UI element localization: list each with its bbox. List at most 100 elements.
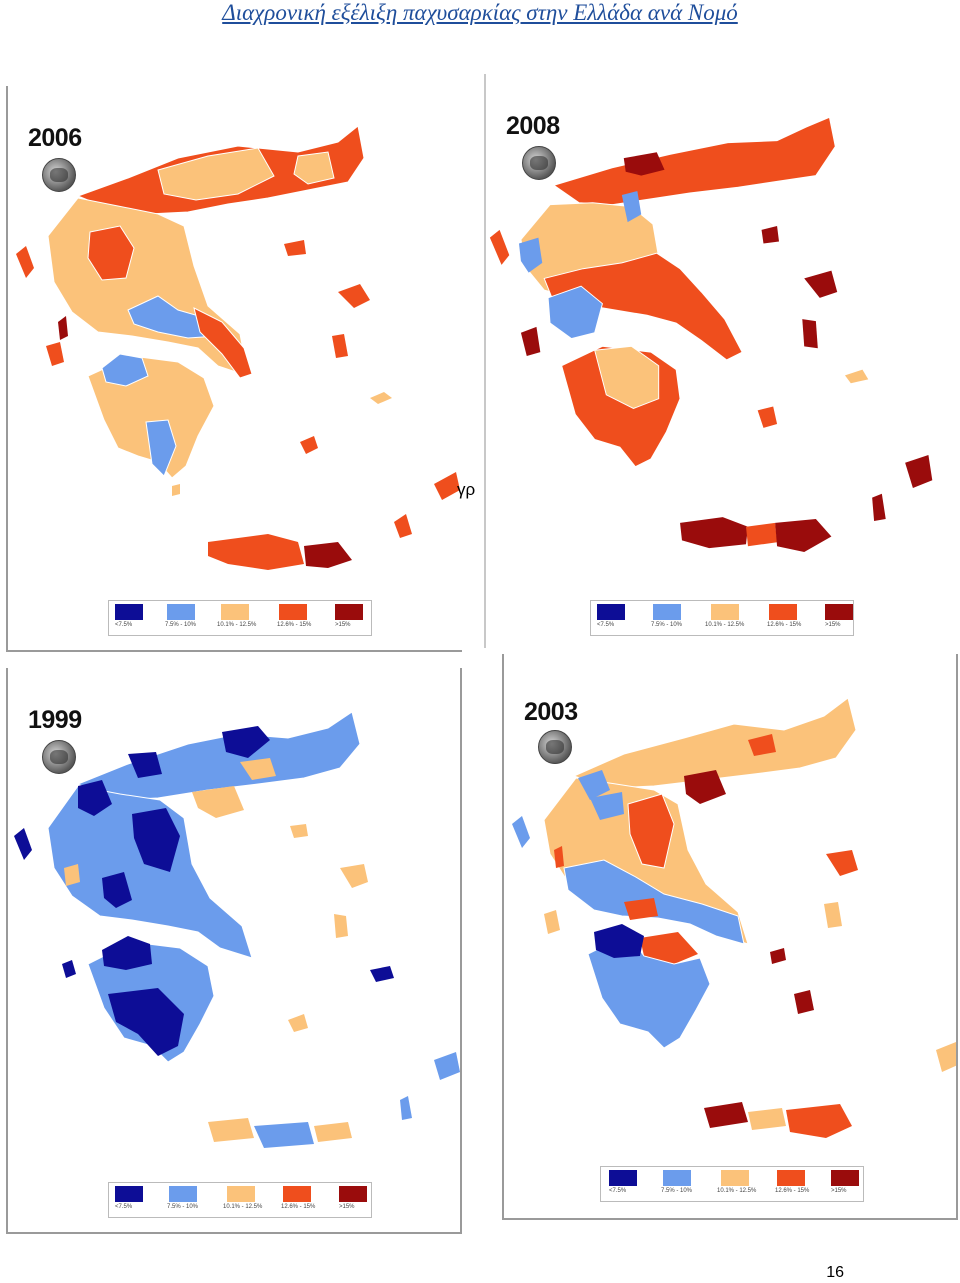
region-attica-red: [640, 932, 698, 964]
legend-swatch-5: [831, 1170, 859, 1186]
region-crete-east-orange: [314, 1122, 352, 1142]
map-panel-1999: 1999 <7.5% 7.5% - 10% 10.1% - 12.5% 12.6…: [6, 668, 462, 1234]
legend-swatch-2: [167, 604, 195, 620]
side-label: γρ: [457, 480, 476, 499]
region-north-blue: [621, 191, 642, 223]
region-west-blue: [518, 237, 543, 273]
divider: [8, 650, 462, 652]
region-dodecanese-orange: [936, 1042, 958, 1072]
region-pella-blue: [590, 792, 624, 820]
region-crete-east-dark: [775, 519, 832, 553]
divider: [460, 668, 462, 1234]
region-thessaly-red: [87, 225, 135, 281]
greece-map-1999: [14, 711, 460, 1148]
legend-swatch-4: [777, 1170, 805, 1186]
legend-label-1: <7.5%: [597, 622, 615, 628]
region-zakynthos-dark: [62, 960, 76, 978]
region-peloponnese: [87, 355, 215, 479]
legend-swatch-3: [227, 1186, 255, 1202]
region-karpathos: [872, 493, 886, 521]
region-achaia-dark: [102, 936, 152, 970]
region-kavala-red: [748, 734, 776, 756]
legend-label-1: <7.5%: [115, 622, 133, 628]
region-chios: [332, 334, 348, 358]
region-pelop-blue2: [145, 419, 177, 477]
legend-label-4: 12.6% - 15%: [281, 1204, 316, 1210]
region-karpathos-blue: [400, 1096, 412, 1120]
region-rhodes-small: [394, 514, 412, 538]
region-cyclades-orange: [288, 1014, 308, 1032]
legend: <7.5% 7.5% - 10% 10.1% - 12.5% 12.6% - 1…: [108, 1182, 372, 1218]
seal-icon: [42, 740, 76, 774]
region-euboea: [193, 307, 253, 379]
divider: [956, 654, 958, 1220]
region-larissa-dark: [132, 808, 180, 872]
page-number: 16: [826, 1264, 844, 1281]
seal-icon: [42, 158, 76, 192]
map-year-label: 2006: [28, 124, 82, 152]
greece-map-2008: [489, 116, 933, 553]
legend-swatch-1: [115, 604, 143, 620]
map-panel-2003: 2003 <7.5% 7.5% - 10% 10.1% - 12.5% 12.6…: [502, 654, 958, 1220]
legend-swatch-1: [597, 604, 625, 620]
region-crete-mid-blue: [254, 1122, 314, 1148]
region-corfu-dark: [14, 828, 32, 860]
legend-swatch-5: [339, 1186, 367, 1202]
region-lesvos-orange: [340, 864, 368, 888]
map-panel-2008: 2008 <7.5% 7.5% - 10% 10.1% - 12.5% 12.6…: [484, 74, 954, 648]
region-cyclades-c: [172, 484, 180, 496]
legend-label-5: >15%: [831, 1188, 847, 1194]
region-corfu: [16, 246, 34, 278]
map-year-label: 1999: [28, 706, 82, 734]
legend-label-3: 10.1% - 12.5%: [717, 1188, 757, 1194]
legend-label-4: 12.6% - 15%: [775, 1188, 810, 1194]
region-crete-mid-orange: [748, 1108, 786, 1130]
region-achaia-dark: [594, 924, 644, 958]
legend-label-5: >15%: [339, 1204, 355, 1210]
legend: <7.5% 7.5% - 10% 10.1% - 12.5% 12.6% - 1…: [600, 1166, 864, 1202]
legend-label-1: <7.5%: [115, 1204, 133, 1210]
legend-swatch-3: [221, 604, 249, 620]
region-corfu: [489, 229, 510, 265]
legend-label-3: 10.1% - 12.5%: [223, 1204, 263, 1210]
legend: <7.5% 7.5% - 10% 10.1% - 12.5% 12.6% - 1…: [590, 600, 854, 636]
region-samothraki: [761, 226, 780, 244]
region-dodecanese-dark: [905, 454, 933, 488]
region-cyclades-dark: [794, 990, 814, 1014]
region-evrytania-dark: [102, 872, 132, 908]
legend-label-1: <7.5%: [609, 1188, 627, 1194]
legend-label-2: 7.5% - 10%: [651, 622, 683, 628]
legend-label-3: 10.1% - 12.5%: [217, 622, 257, 628]
region-samothraki: [290, 824, 308, 838]
region-lesvos: [338, 284, 370, 308]
legend-label-2: 7.5% - 10%: [167, 1204, 199, 1210]
region-kefalonia-orange: [544, 910, 560, 934]
region-kavala-orange: [240, 758, 276, 780]
region-chalkidiki-dark: [684, 770, 726, 804]
region-kefalonia-dark: [520, 326, 541, 357]
legend-swatch-3: [711, 604, 739, 620]
region-central-blue: [47, 785, 253, 959]
region-pelop-blue1: [101, 353, 149, 387]
region-pelop-orange: [594, 345, 660, 409]
legend-label-5: >15%: [335, 622, 351, 628]
legend-swatch-4: [769, 604, 797, 620]
region-aitolia-blue: [547, 285, 603, 340]
region-north-orange: [157, 147, 275, 201]
region-chalkidiki-orange: [192, 786, 244, 818]
legend-swatch-2: [169, 1186, 197, 1202]
seal-icon: [522, 146, 556, 180]
region-crete-west-dark: [704, 1102, 748, 1128]
region-rhodes-blue: [434, 1052, 460, 1080]
legend-label-3: 10.1% - 12.5%: [705, 622, 745, 628]
region-cyclades-b: [370, 392, 392, 404]
region-preveza-orange: [64, 864, 80, 886]
legend-swatch-4: [279, 604, 307, 620]
divider: [504, 1218, 958, 1220]
legend-label-4: 12.6% - 15%: [277, 622, 312, 628]
region-kozani-blue: [578, 770, 610, 800]
region-crete-mid: [746, 522, 778, 547]
region-drama-dark: [222, 726, 270, 758]
region-corfu-blue: [512, 816, 530, 848]
region-lesvos-dark: [804, 270, 838, 298]
